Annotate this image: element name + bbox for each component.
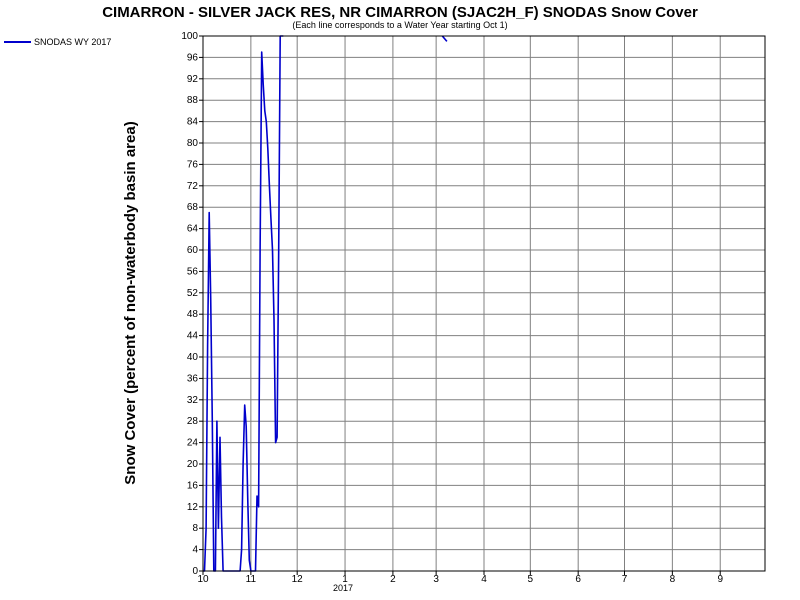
y-tick-label: 48 (187, 309, 199, 320)
y-tick-label: 84 (187, 117, 199, 128)
x-tick-label: 1 (342, 574, 348, 585)
chart-subtitle: (Each line corresponds to a Water Year s… (292, 20, 507, 30)
legend-label: SNODAS WY 2017 (34, 37, 111, 47)
y-tick-label: 96 (187, 52, 199, 63)
y-tick-label: 16 (187, 480, 199, 491)
x-tick-label: 8 (670, 574, 676, 585)
y-tick-label: 12 (187, 502, 199, 513)
y-tick-label: 60 (187, 245, 199, 256)
x-tick-label: 11 (246, 574, 257, 585)
y-tick-label: 64 (187, 224, 199, 235)
x-tick-label: 3 (433, 574, 439, 585)
y-tick-label: 20 (187, 459, 199, 470)
y-axis-label: Snow Cover (percent of non-waterbody bas… (122, 121, 139, 484)
x-tick-label: 2 (390, 574, 396, 585)
y-tick-label: 44 (187, 331, 199, 342)
y-tick-label: 100 (181, 31, 198, 42)
y-tick-label: 24 (187, 438, 199, 449)
y-tick-label: 76 (187, 159, 199, 170)
x-tick-label: 9 (717, 574, 723, 585)
legend: SNODAS WY 2017 (4, 37, 111, 47)
x-axis-year-label: 2017 (333, 583, 353, 593)
y-tick-label: 36 (187, 373, 199, 384)
x-axis: 10 11 12 1 2 3 4 5 6 7 8 9 (197, 571, 723, 585)
y-tick-label: 4 (192, 545, 198, 556)
grid (202, 35, 765, 572)
y-tick-label: 56 (187, 266, 199, 277)
x-tick-label: 4 (481, 574, 487, 585)
y-tick-label: 8 (192, 523, 198, 534)
y-tick-label: 28 (187, 416, 199, 427)
x-tick-label: 7 (622, 574, 628, 585)
chart-title: CIMARRON - SILVER JACK RES, NR CIMARRON … (102, 4, 698, 21)
y-tick-label: 88 (187, 95, 199, 106)
y-tick-label: 72 (187, 181, 199, 192)
y-tick-label: 68 (187, 202, 199, 213)
y-tick-label: 40 (187, 352, 199, 363)
y-axis: 0481216202428323640444852566064687276808… (181, 31, 203, 577)
y-tick-label: 32 (187, 395, 199, 406)
x-tick-label: 5 (528, 574, 534, 585)
y-tick-label: 0 (192, 566, 198, 577)
x-tick-label: 6 (575, 574, 581, 585)
y-tick-label: 80 (187, 138, 199, 149)
series-line-wy2017 (441, 35, 448, 42)
x-tick-label: 10 (197, 574, 209, 585)
y-tick-label: 52 (187, 288, 199, 299)
x-tick-label: 12 (292, 574, 304, 585)
y-tick-label: 92 (187, 74, 199, 85)
